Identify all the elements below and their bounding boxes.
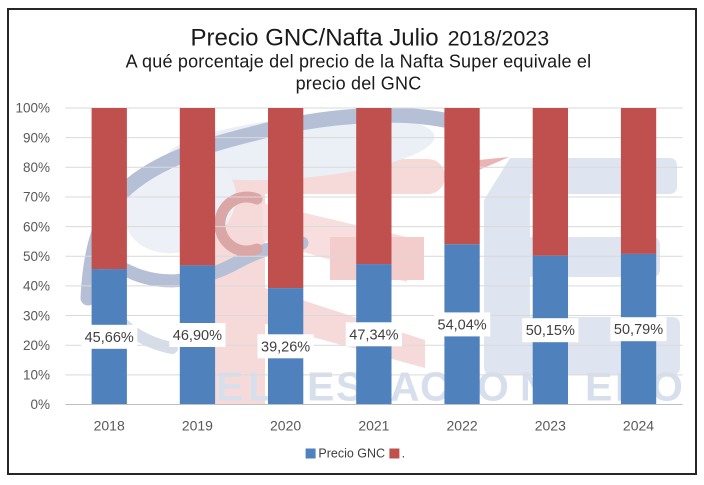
svg-text:2022: 2022 [447,418,478,434]
svg-text:54,04%: 54,04% [438,317,487,333]
svg-text:2018: 2018 [94,418,125,434]
svg-text:50,79%: 50,79% [614,322,663,338]
svg-text:Precio GNC: Precio GNC [318,447,385,461]
svg-text:2021: 2021 [358,418,389,434]
svg-text:39,26%: 39,26% [261,339,310,355]
svg-text:20%: 20% [23,338,50,353]
svg-text:2023: 2023 [535,418,566,434]
svg-text:2024: 2024 [623,418,654,434]
svg-text:80%: 80% [23,160,50,175]
svg-text:70%: 70% [23,190,50,205]
svg-text:A qué porcentaje del precio de: A qué porcentaje del precio de la Nafta … [126,52,592,72]
svg-text:30%: 30% [23,308,50,323]
svg-text:47,34%: 47,34% [349,327,398,343]
svg-text:90%: 90% [23,130,50,145]
svg-text:2019: 2019 [182,418,213,434]
svg-text:50,15%: 50,15% [526,323,575,339]
svg-text:2020: 2020 [270,418,301,434]
svg-text:45,66%: 45,66% [85,330,134,346]
svg-text:10%: 10% [23,368,50,383]
svg-text:60%: 60% [23,219,50,234]
svg-text:100%: 100% [15,101,50,116]
svg-text:0%: 0% [30,397,50,412]
svg-text:40%: 40% [23,279,50,294]
svg-text:46,90%: 46,90% [173,328,222,344]
svg-text:precio del GNC: precio del GNC [296,74,422,94]
svg-text:50%: 50% [23,249,50,264]
svg-text:.: . [402,447,405,461]
